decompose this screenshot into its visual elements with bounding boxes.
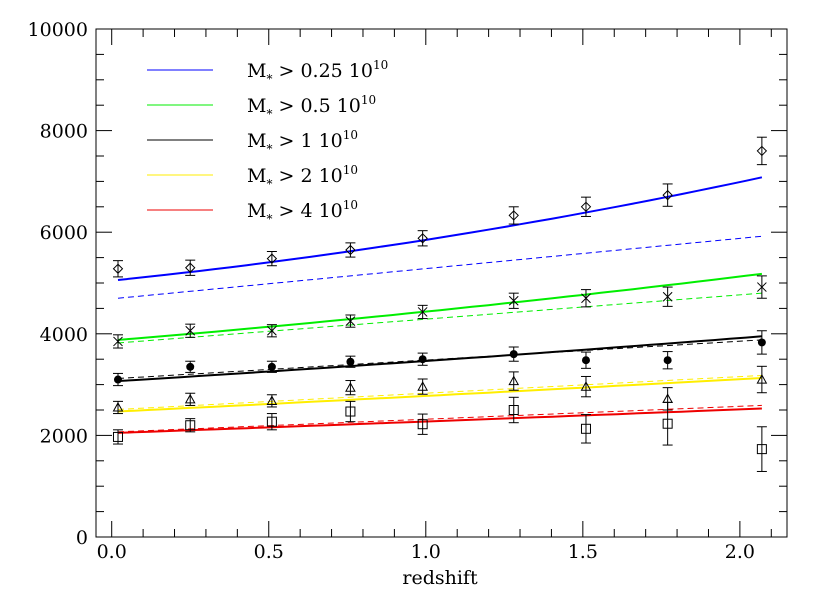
legend-item-m025: M* > 0.25 1010	[147, 58, 388, 86]
model-line-m1	[117, 335, 762, 382]
x-tick-label: 2.0	[725, 541, 755, 563]
legend-label-m025: M* > 0.25 1010	[247, 58, 388, 86]
dashed-line-m4	[117, 404, 762, 433]
legend-label-m2: M* > 2 1010	[247, 163, 358, 191]
x-axis-title: redshift	[402, 567, 478, 589]
data-point-m025	[417, 233, 428, 244]
data-point-m4	[417, 419, 428, 430]
data-point-m4	[112, 431, 123, 442]
y-tick-label: 0	[76, 527, 88, 549]
data-point-m2	[508, 375, 520, 386]
data-point-m4	[185, 420, 196, 431]
data-point-m1	[267, 362, 276, 371]
data-point-m025	[580, 201, 592, 213]
data-point-m2	[266, 395, 278, 405]
y-tick-label: 10000	[28, 19, 88, 41]
legend-item-m05: M* > 0.5 1010	[147, 93, 376, 121]
legend-item-m1: M* > 1 1010	[147, 128, 358, 156]
data-point-m2	[184, 393, 196, 404]
y-tick-label: 4000	[40, 324, 88, 346]
data-point-m4	[580, 423, 591, 434]
model-line-m2	[117, 377, 762, 413]
x-tick-label: 1.5	[568, 541, 598, 563]
legend-label-m4: M* > 4 1010	[247, 198, 358, 226]
data-point-m1	[186, 362, 195, 371]
legend-item-m4: M* > 4 1010	[147, 198, 358, 226]
data-point-m1	[663, 356, 672, 365]
data-point-m05	[757, 282, 767, 292]
data-point-m025	[266, 253, 278, 264]
series-m025	[112, 136, 768, 299]
x-tick-label: 0.0	[97, 541, 127, 563]
data-point-m1	[581, 356, 590, 365]
model-line-m025	[117, 176, 763, 281]
y-tick-label: 8000	[40, 121, 88, 143]
series-layer	[112, 136, 768, 472]
dashed-line-m2	[117, 374, 762, 410]
data-point-m4	[345, 406, 356, 417]
data-point-m4	[756, 444, 767, 455]
data-point-m05	[508, 295, 519, 306]
model-line-m4	[117, 407, 762, 434]
series-m05	[112, 272, 767, 349]
data-point-m4	[266, 416, 277, 427]
legend-label-m05: M* > 0.5 1010	[247, 93, 376, 121]
legend-item-m2: M* > 2 1010	[147, 163, 358, 191]
axis-ticks	[96, 28, 787, 538]
data-point-m05	[113, 336, 123, 347]
data-point-m2	[580, 381, 592, 391]
legend-label-m1: M* > 1 1010	[247, 128, 358, 156]
model-line-m05	[117, 272, 763, 341]
data-point-m1	[346, 357, 355, 366]
data-point-m05	[267, 325, 277, 336]
data-point-m025	[345, 244, 356, 256]
series-m4	[112, 396, 767, 472]
data-point-m025	[508, 210, 519, 221]
data-point-m05	[662, 291, 673, 302]
data-point-m4	[662, 418, 673, 429]
data-point-m2	[345, 382, 356, 392]
dashed-line-m025	[117, 235, 762, 299]
data-point-m2	[112, 401, 124, 412]
series-m2	[112, 365, 768, 415]
series-m1	[112, 330, 767, 387]
data-point-m1	[757, 338, 766, 347]
data-point-m1	[509, 350, 518, 359]
y-tick-label: 6000	[40, 222, 88, 244]
data-point-m1	[113, 375, 122, 384]
data-point-m05	[185, 325, 196, 336]
data-point-m025	[756, 145, 768, 157]
x-tick-label: 0.5	[254, 541, 284, 563]
data-point-m2	[756, 373, 768, 384]
data-point-m05	[345, 316, 356, 326]
data-point-m2	[417, 381, 429, 391]
data-point-m4	[508, 405, 519, 415]
legend: M* > 0.25 1010 M* > 0.5 1010 M* > 1 1010 M*…	[147, 58, 388, 226]
y-tick-label: 2000	[40, 425, 88, 447]
data-point-m05	[581, 293, 591, 304]
x-tick-label: 1.0	[411, 541, 441, 563]
data-point-m1	[418, 355, 427, 364]
data-point-m025	[185, 262, 196, 273]
dashed-line-m05	[117, 292, 762, 344]
axis-tick-labels: 0.0 0.5 1.0 1.5 2.0 0 2000 4000 6000 8000 10000	[28, 19, 755, 563]
data-point-m025	[112, 263, 124, 274]
data-point-m025	[662, 189, 673, 201]
data-point-m05	[417, 307, 428, 317]
